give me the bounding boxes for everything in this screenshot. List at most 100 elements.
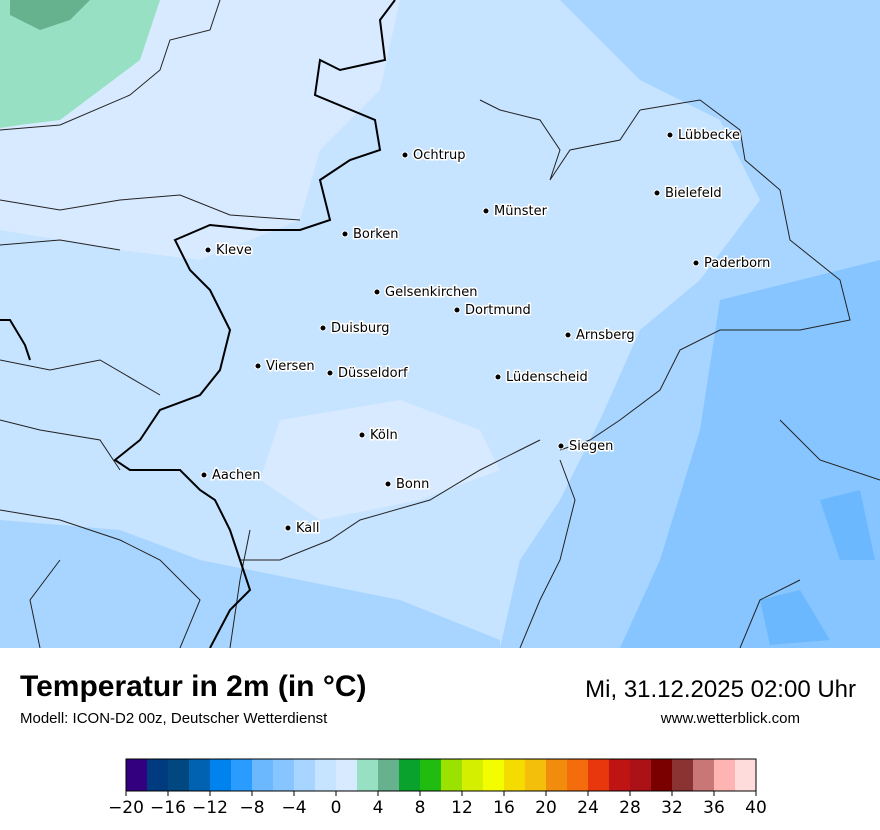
city-label: Arnsberg <box>576 328 635 343</box>
city-label: Lüdenscheid <box>506 370 588 385</box>
city-dot <box>453 306 461 314</box>
legend-color-bin <box>378 759 400 791</box>
legend-color-bin <box>315 759 337 791</box>
legend-tick-label: 28 <box>619 798 641 818</box>
legend-color-bin <box>126 759 148 791</box>
legend-color-bin <box>189 759 211 791</box>
city-label: Düsseldorf <box>338 366 408 381</box>
city-label: Kall <box>296 521 320 536</box>
city-label: Duisburg <box>331 321 390 336</box>
city-label: Dortmund <box>465 303 531 318</box>
city-dot <box>557 442 565 450</box>
model-source: Modell: ICON-D2 00z, Deutscher Wetterdie… <box>20 710 328 727</box>
green-region-northwest <box>0 0 160 128</box>
city-label: Bonn <box>396 477 429 492</box>
city-label: Viersen <box>266 359 315 374</box>
legend-tick-label: 20 <box>535 798 557 818</box>
legend-color-bin <box>462 759 484 791</box>
city-dot <box>564 331 572 339</box>
city-label: Bielefeld <box>665 186 722 201</box>
regional-borders <box>0 0 880 648</box>
city-label: Siegen <box>569 439 613 454</box>
legend-color-bin <box>504 759 526 791</box>
darker-green-patch <box>10 0 90 30</box>
legend-tick-label: 4 <box>373 798 384 818</box>
city-dot <box>204 246 212 254</box>
legend-color-bin <box>147 759 169 791</box>
legend-tick-label: −16 <box>150 798 186 818</box>
legend-color-bin <box>273 759 295 791</box>
legend-color-bin <box>210 759 232 791</box>
city-label: Kleve <box>216 243 252 258</box>
legend-color-bin <box>399 759 421 791</box>
city-label: Ochtrup <box>413 148 466 163</box>
legend-color-bin <box>672 759 694 791</box>
legend-color-bin <box>714 759 736 791</box>
legend-color-bin <box>483 759 505 791</box>
legend-color-bin <box>588 759 610 791</box>
legend-color-bin <box>336 759 358 791</box>
city-dot <box>284 524 292 532</box>
city-dot <box>482 207 490 215</box>
legend-tick-label: 0 <box>331 798 342 818</box>
city-dot <box>319 324 327 332</box>
city-label: Münster <box>494 204 548 219</box>
city-label: Köln <box>370 428 398 443</box>
city-label: Paderborn <box>704 256 770 271</box>
legend-tick-label: −4 <box>281 798 306 818</box>
legend-color-bin <box>231 759 253 791</box>
city-dot <box>326 369 334 377</box>
legend-tick-label: 12 <box>451 798 473 818</box>
city-dot <box>692 259 700 267</box>
city-dot <box>358 431 366 439</box>
legend-color-bin <box>693 759 715 791</box>
legend-color-bin <box>420 759 442 791</box>
legend-color-bin <box>546 759 568 791</box>
legend-color-bin <box>252 759 274 791</box>
cooler-region-south <box>0 520 500 648</box>
legend-frame <box>125 758 757 792</box>
city-dot <box>666 131 674 139</box>
legend-tick-label: 32 <box>661 798 683 818</box>
legend-tick-label: 8 <box>415 798 426 818</box>
legend-color-bin <box>441 759 463 791</box>
legend-tick-label: 24 <box>577 798 599 818</box>
legend-tick-label: −8 <box>239 798 264 818</box>
city-dot <box>494 373 502 381</box>
legend-tick-label: −12 <box>192 798 228 818</box>
legend-color-bin <box>651 759 673 791</box>
city-dot <box>200 471 208 479</box>
city-dot <box>341 230 349 238</box>
map-title: Temperatur in 2m (in °C) <box>20 670 367 703</box>
legend-color-bin <box>357 759 379 791</box>
city-dot <box>254 362 262 370</box>
legend-tick-label: 36 <box>703 798 725 818</box>
forecast-datetime: Mi, 31.12.2025 02:00 Uhr <box>585 676 856 703</box>
city-label: Borken <box>353 227 399 242</box>
city-label: Gelsenkirchen <box>385 285 478 300</box>
city-dot <box>384 480 392 488</box>
city-label: Lübbecke <box>678 128 740 143</box>
legend-color-bin <box>630 759 652 791</box>
city-markers: Lübbecke Ochtrup Bielefeld Münster Borken Kle… <box>200 127 772 538</box>
city-dot <box>653 189 661 197</box>
legend-color-bin <box>609 759 631 791</box>
legend-color-bin <box>567 759 589 791</box>
coldest-patches <box>760 490 875 645</box>
temperature-color-scale: −20 −16 −12 −8 −4 0 4 8 12 16 20 24 28 32 36 40 <box>110 758 767 818</box>
legend-color-bin <box>294 759 316 791</box>
legend-color-bin <box>525 759 547 791</box>
legend-tick-label: −20 <box>110 798 144 818</box>
city-dot <box>401 151 409 159</box>
city-dot <box>373 288 381 296</box>
colder-region-east <box>620 260 880 648</box>
mild-region-west <box>0 0 500 520</box>
temperature-map: Lübbecke Ochtrup Bielefeld Münster Borken Kle… <box>0 0 880 648</box>
national-borders <box>0 0 396 648</box>
legend-color-bin <box>168 759 190 791</box>
legend-tick-label: 40 <box>745 798 767 818</box>
city-label: Aachen <box>212 468 260 483</box>
legend-color-bin <box>735 759 757 791</box>
legend-tick-label: 16 <box>493 798 515 818</box>
website-link[interactable]: www.wetterblick.com <box>660 710 800 727</box>
